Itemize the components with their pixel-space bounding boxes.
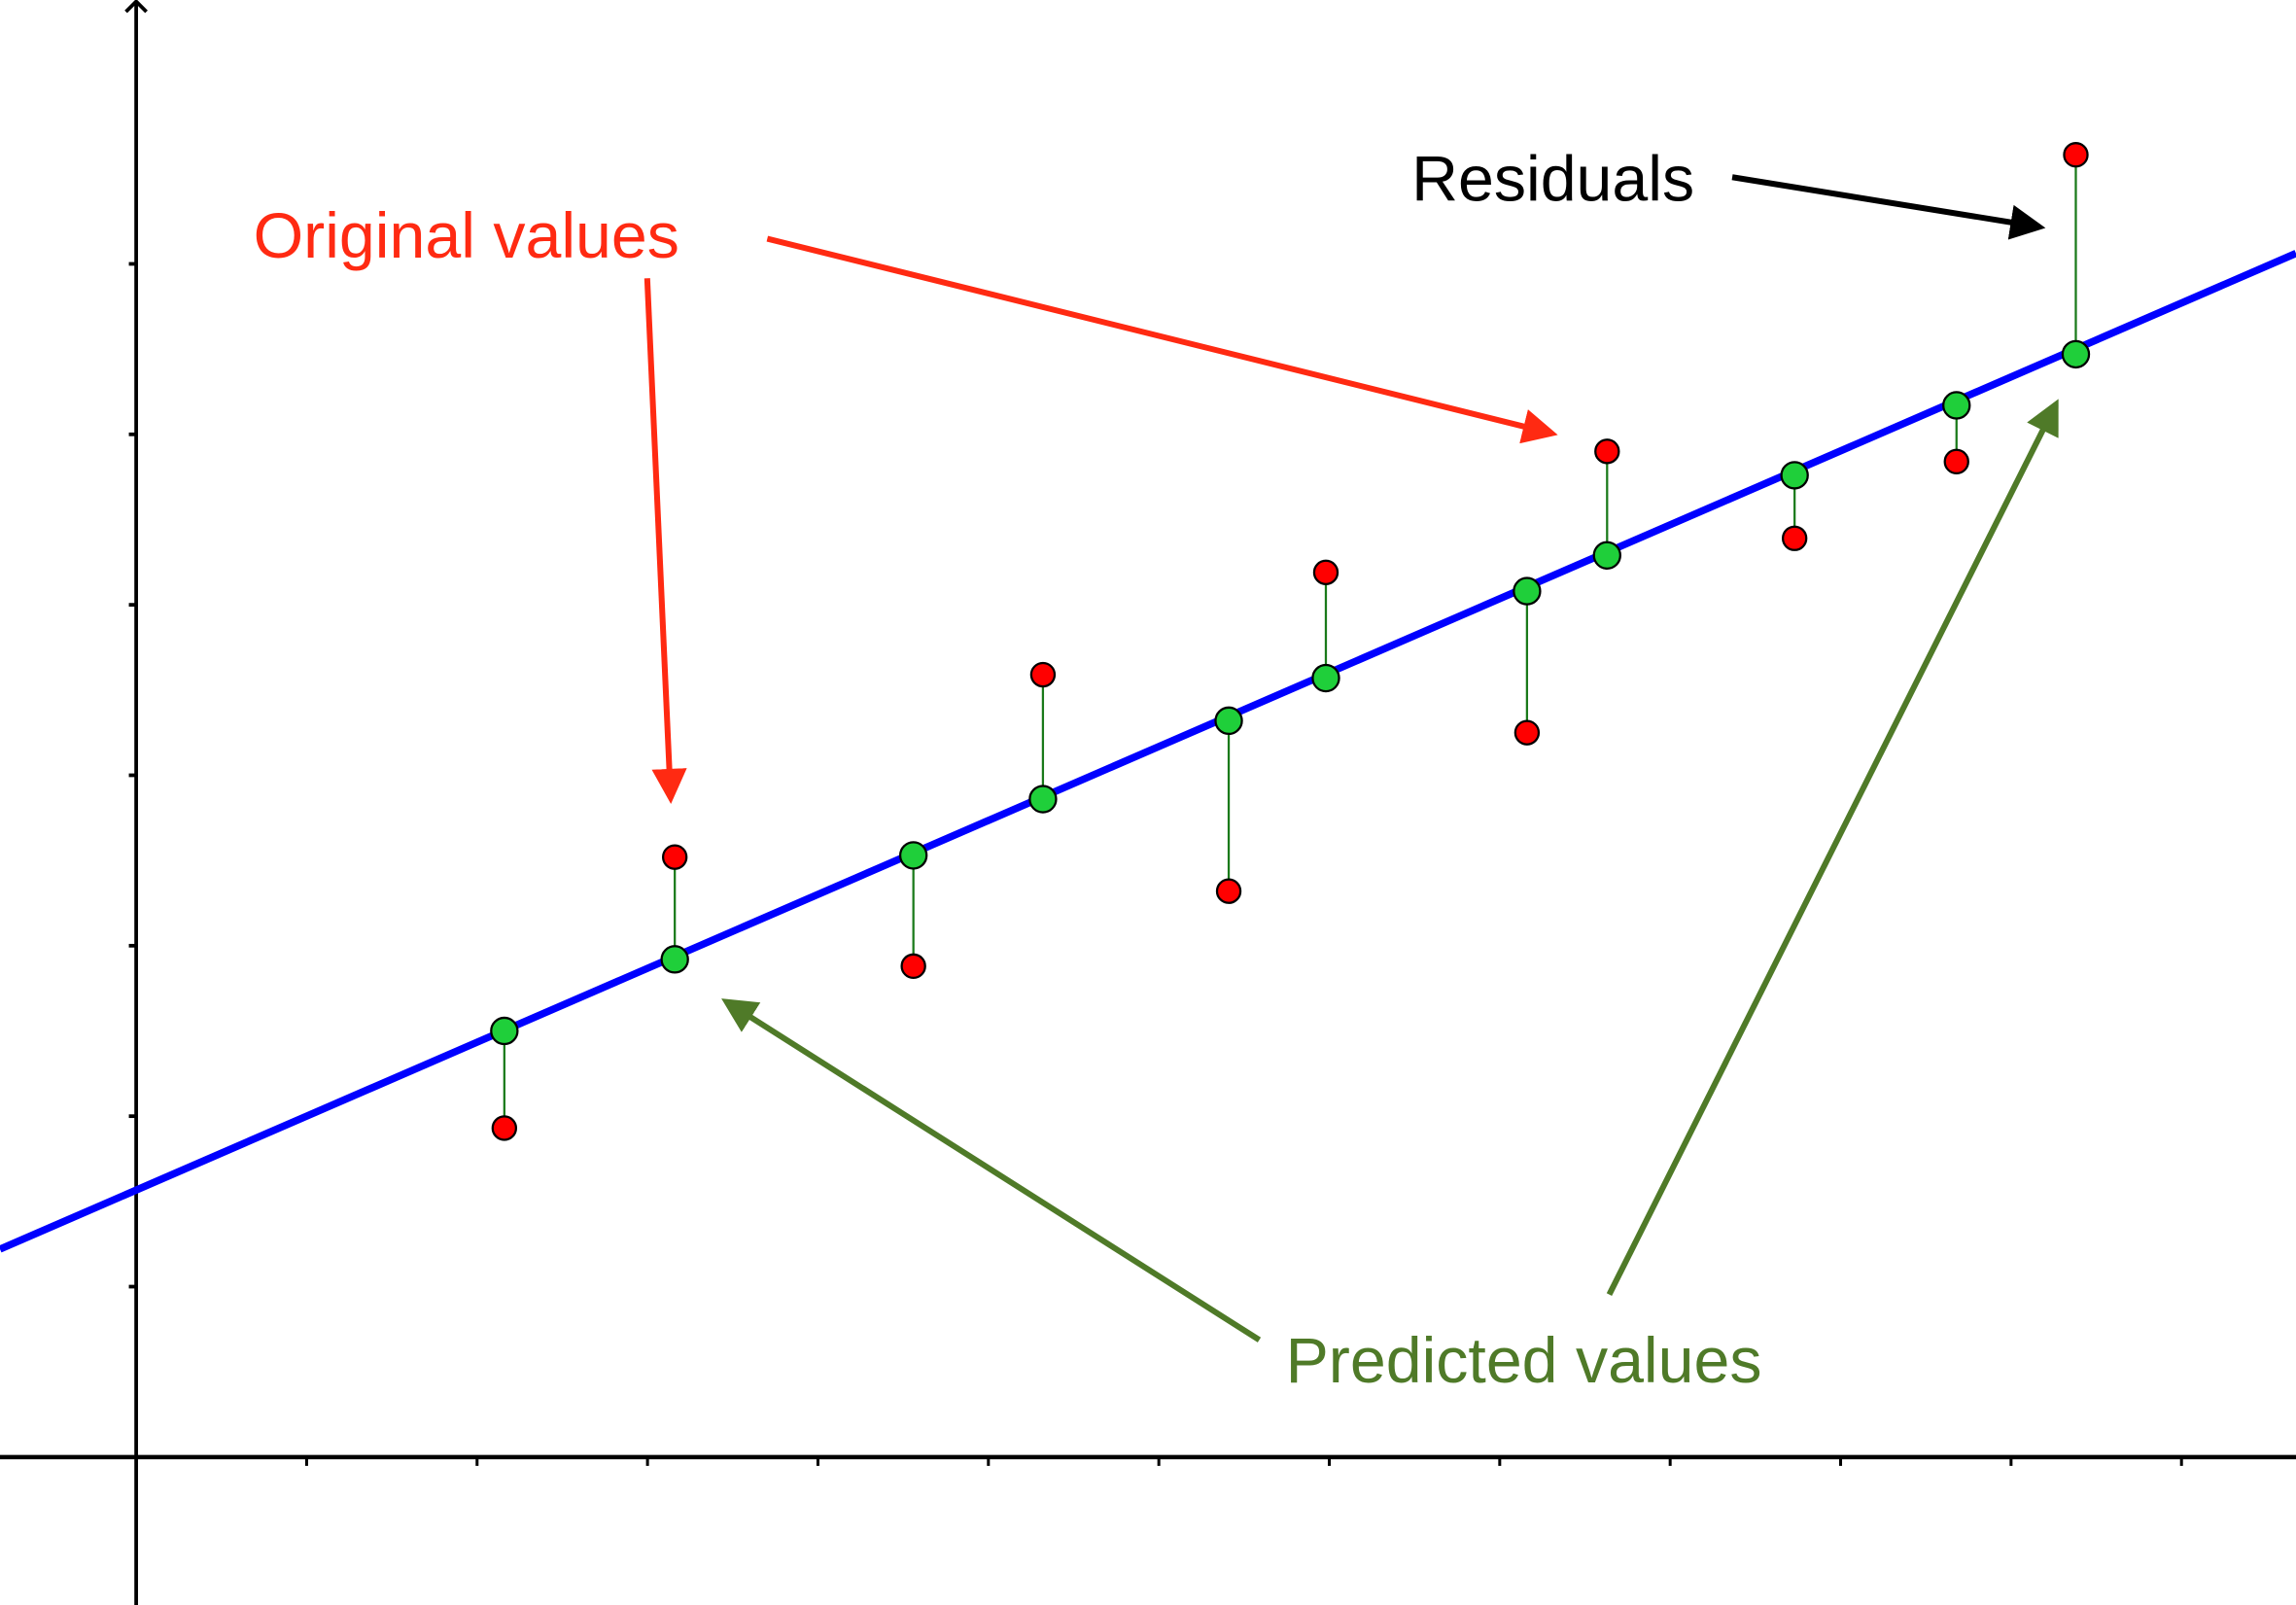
annotation-predicted: Predicted values	[721, 399, 2059, 1397]
original-point	[661, 844, 688, 870]
predicted-point	[1214, 706, 1243, 736]
predicted-arrow-2	[1606, 399, 2059, 1296]
original-point	[491, 1115, 518, 1141]
original-point	[2063, 142, 2089, 168]
predicted-values-label: Predicted values	[1286, 1325, 1762, 1397]
y-axis-arrow-icon	[124, 0, 148, 14]
predicted-point	[1942, 391, 1971, 420]
annotation-residuals: Residuals	[1411, 143, 2046, 240]
predicted-point	[1780, 461, 1809, 490]
predicted-point	[1028, 785, 1058, 814]
annotation-original: Original values	[254, 200, 1558, 805]
predicted-point	[1592, 541, 1621, 570]
y-ticks	[128, 262, 137, 1289]
predicted-point	[2061, 339, 2091, 369]
original-point	[1781, 525, 1808, 551]
regression-line	[0, 250, 2296, 1253]
predicted-arrow-1	[721, 998, 1262, 1343]
original-point	[900, 953, 926, 980]
predicted-point	[660, 945, 689, 974]
predicted-point	[1513, 576, 1542, 606]
original-point	[1594, 438, 1620, 465]
predicted-point	[898, 841, 928, 870]
residual-lines	[503, 155, 2077, 1129]
original-point	[1513, 719, 1541, 746]
original-point	[1029, 661, 1057, 688]
residuals-arrow	[1731, 174, 2046, 240]
original-arrow-1	[766, 235, 1558, 444]
residuals-label: Residuals	[1411, 143, 1694, 215]
original-point	[1215, 878, 1242, 904]
x-ticks	[304, 1456, 2183, 1466]
original-point	[1943, 448, 1969, 475]
original-points	[491, 142, 2089, 1141]
original-arrow-2	[644, 278, 687, 805]
predicted-point	[490, 1016, 519, 1046]
predicted-points	[490, 339, 2091, 1046]
original-point	[1312, 559, 1339, 586]
original-values-label: Original values	[254, 200, 679, 272]
predicted-point	[1311, 663, 1340, 693]
